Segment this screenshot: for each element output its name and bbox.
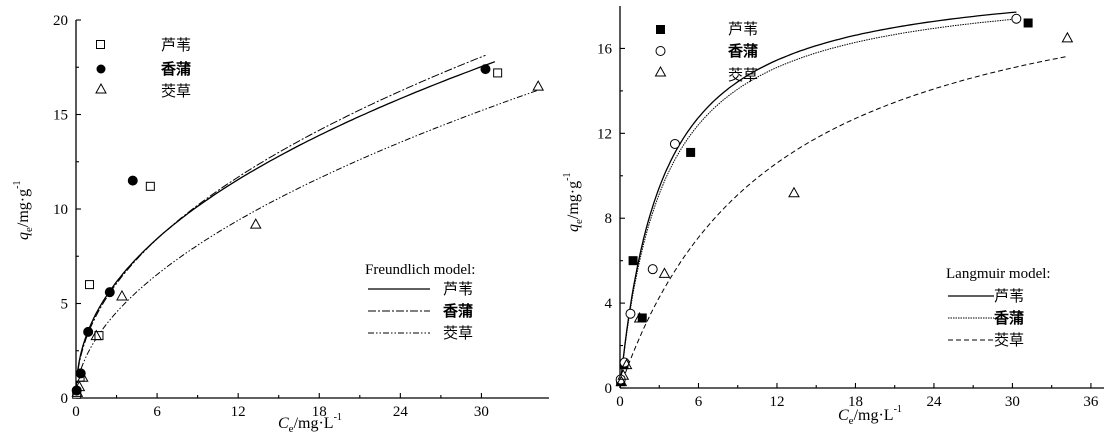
- x-axis-title-right: Ce/mg·L-1: [838, 404, 902, 427]
- plot-frame-left: [75, 20, 549, 399]
- legend-fit-right: Langmuir model: 芦苇 香蒲 茭草: [946, 266, 1051, 349]
- legend-label-series-1: 芦苇: [728, 20, 758, 38]
- fit-legend-label-3: 茭草: [994, 331, 1024, 349]
- x-tick-label: 24: [926, 394, 942, 410]
- x-tick-label: 12: [769, 394, 784, 410]
- data-point-series-2: [1011, 13, 1022, 24]
- chart-freundlich: 0 6 12 18 24 30 0 5 10 15 20 Ce/mg·L-1 qe/mg·g-1 芦…: [12, 13, 549, 432]
- legend-label-series-2: 香蒲: [728, 42, 758, 60]
- data-point-series-1: [145, 181, 155, 191]
- x-tick-label: 30: [474, 404, 489, 420]
- legend-marker-open-triangle: [95, 82, 107, 94]
- legend-marker-open-triangle: [654, 65, 667, 77]
- y-tick-label: 20: [53, 13, 68, 29]
- legend-label-series-2: 香蒲: [161, 60, 191, 78]
- data-point-series-3: [788, 186, 800, 198]
- y-tick-label: 8: [605, 211, 613, 227]
- y-axis-title-right: qe/mg·g-1: [562, 173, 585, 232]
- plot-frame-right: [619, 6, 1104, 389]
- data-point-series-2: [83, 326, 94, 337]
- data-point-series-1: [85, 280, 95, 290]
- data-point-series-1: [493, 68, 503, 78]
- data-point-series-1: [628, 256, 638, 266]
- data-point-series-3: [71, 386, 84, 397]
- data-point-series-3: [73, 380, 86, 392]
- y-tick-label: 0: [61, 391, 69, 407]
- x-axis-title-left: Ce/mg·L-1: [278, 412, 342, 432]
- data-point-series-2: [480, 64, 491, 75]
- data-point-series-3: [633, 311, 646, 323]
- legend-marker-open-circle: [655, 46, 666, 56]
- data-point-series-3: [76, 371, 89, 382]
- fit-curve-3: [620, 55, 1068, 388]
- legend-marker-filled-square: [656, 25, 665, 34]
- data-points-right: [615, 13, 1074, 387]
- x-tick-label: 6: [695, 394, 703, 410]
- x-tick-label: 18: [312, 404, 327, 420]
- data-point-series-1: [1023, 18, 1033, 28]
- data-point-series-3: [658, 267, 671, 278]
- x-tick-label: 36: [1083, 394, 1099, 410]
- fit-curve-3: [76, 89, 539, 398]
- data-point-series-3: [620, 358, 633, 370]
- fit-curve-1: [76, 61, 496, 398]
- data-point-series-3: [1061, 31, 1074, 43]
- ticks-right: 0 6 12 18 24 30 36 0 4 8 12 16: [597, 41, 1099, 410]
- fit-curves-left: [76, 54, 539, 398]
- legend-marker-open-square: [96, 40, 105, 49]
- data-point-series-3: [615, 375, 628, 387]
- data-point-series-1: [686, 147, 696, 157]
- legend-label-series-1: 芦苇: [161, 36, 191, 54]
- x-tick-label: 0: [616, 394, 624, 410]
- x-tick-label: 6: [153, 404, 161, 420]
- fit-curve-2: [620, 18, 1017, 388]
- y-tick-label: 15: [53, 108, 68, 124]
- y-tick-label: 0: [605, 381, 613, 397]
- data-point-series-3: [90, 329, 103, 341]
- fit-curve-2: [76, 54, 486, 398]
- data-point-series-3: [532, 80, 545, 91]
- data-point-series-3: [617, 369, 630, 380]
- legend-label-series-3: 茭草: [161, 82, 191, 100]
- y-tick-label: 12: [597, 126, 612, 142]
- x-tick-label: 0: [72, 404, 80, 420]
- data-point-series-2: [669, 138, 680, 149]
- ticks-left: 0 6 12 18 24 30 0 5 10 15 20: [53, 13, 489, 420]
- fit-legend-label-3: 茭草: [443, 324, 473, 342]
- x-tick-label: 12: [231, 404, 246, 420]
- fit-legend-label-1: 芦苇: [994, 287, 1024, 305]
- data-point-series-2: [75, 368, 86, 379]
- data-point-series-3: [249, 218, 262, 229]
- data-point-series-2: [647, 264, 658, 275]
- data-point-series-3: [116, 289, 128, 301]
- y-tick-label: 16: [597, 41, 613, 57]
- y-tick-label: 5: [61, 297, 69, 313]
- fit-legend-label-1: 芦苇: [443, 280, 473, 298]
- y-tick-label: 4: [605, 296, 613, 312]
- fit-legend-title-left: Freundlich model:: [365, 262, 475, 278]
- x-tick-label: 18: [848, 394, 863, 410]
- x-tick-label: 24: [393, 404, 409, 420]
- legend-label-series-3: 茭草: [728, 66, 758, 84]
- legend-fit-left: Freundlich model: 芦苇 香蒲 茭草: [365, 262, 475, 342]
- data-points-left: [71, 64, 545, 399]
- fit-legend-label-2: 香蒲: [443, 302, 473, 320]
- data-point-series-2: [127, 175, 138, 186]
- legend-data-right: 芦苇 香蒲 茭草: [654, 20, 758, 84]
- legend-marker-filled-circle: [96, 64, 106, 74]
- fit-legend-label-2: 香蒲: [994, 309, 1024, 327]
- fit-curves-right: [620, 11, 1068, 388]
- y-axis-title-left: qe/mg·g-1: [12, 181, 35, 240]
- x-tick-label: 30: [1005, 394, 1020, 410]
- data-point-series-2: [625, 308, 636, 319]
- y-tick-label: 10: [53, 202, 68, 218]
- data-point-series-2: [104, 287, 115, 298]
- fit-legend-title-right: Langmuir model:: [946, 266, 1051, 282]
- fit-curve-1: [620, 11, 1017, 388]
- legend-data-left: 芦苇 香蒲 茭草: [95, 36, 191, 100]
